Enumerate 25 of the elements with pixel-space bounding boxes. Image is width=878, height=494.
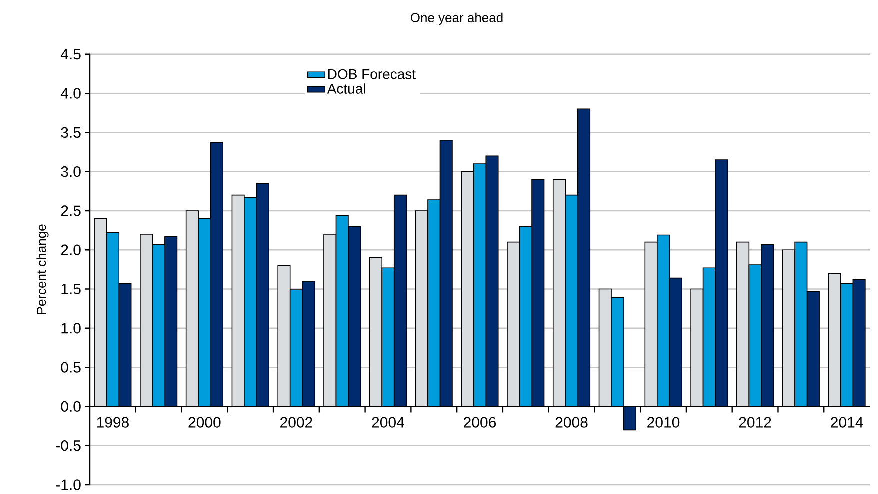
- y-axis-title: Percent change: [36, 224, 49, 314]
- x-tick-label: 2014: [831, 417, 864, 428]
- x-tick-label: 2012: [739, 417, 772, 428]
- y-tick-label: 4.0: [60, 88, 81, 99]
- y-tick-label: 0.5: [61, 362, 81, 373]
- x-tick-label: 2006: [464, 417, 496, 428]
- y-tick-label: 1.5: [62, 284, 81, 294]
- chart-subtitle: One year ahead: [411, 12, 503, 26]
- y-tick-label: 3.5: [61, 127, 81, 138]
- x-tick-label: 2008: [556, 417, 588, 428]
- x-tick-label: 2000: [188, 417, 221, 428]
- y-tick-label: 1.0: [62, 323, 81, 334]
- y-tick-label: -1.0: [56, 480, 81, 490]
- x-tick-label: 1998: [97, 417, 129, 428]
- x-tick-label: 2004: [372, 417, 404, 428]
- legend-label: DOB Forecast: [328, 69, 416, 80]
- y-tick-label: 4.5: [60, 49, 81, 60]
- y-tick-label: 2.5: [61, 206, 81, 216]
- y-tick-label: 2.0: [61, 244, 81, 256]
- y-tick-label: 0.0: [61, 401, 81, 412]
- x-tick-label: 2010: [648, 417, 680, 428]
- legend-label: Actual: [327, 84, 366, 94]
- x-tick-label: 2002: [280, 417, 312, 428]
- y-tick-label: 3.0: [61, 166, 81, 178]
- y-tick-label: -0.5: [56, 440, 81, 452]
